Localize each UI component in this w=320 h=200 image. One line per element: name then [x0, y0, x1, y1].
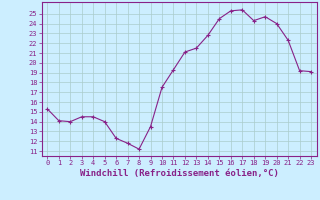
X-axis label: Windchill (Refroidissement éolien,°C): Windchill (Refroidissement éolien,°C): [80, 169, 279, 178]
